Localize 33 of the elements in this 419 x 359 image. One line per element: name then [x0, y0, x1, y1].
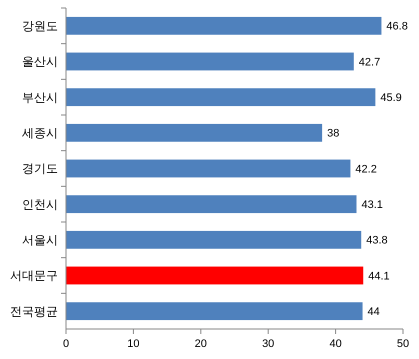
bar: [66, 302, 363, 320]
y-tick-label: 부산시: [22, 90, 58, 104]
bar: [66, 16, 382, 35]
y-tick-label: 세종시: [22, 126, 58, 140]
bar: [66, 195, 356, 214]
y-tick-label: 경기도: [22, 162, 58, 176]
data-label: 43.8: [366, 234, 388, 247]
x-tick-label: 40: [329, 338, 342, 350]
y-tick-label: 서울시: [22, 233, 58, 248]
y-tick-label: 강원도: [22, 19, 58, 34]
bar: [66, 230, 362, 249]
bar: [66, 160, 350, 178]
data-label: 45.9: [380, 92, 402, 104]
bar: [66, 266, 364, 284]
x-tick-label: 30: [262, 338, 274, 350]
x-tick-label: 50: [396, 338, 410, 350]
y-tick-label: 인천시: [22, 197, 58, 212]
y-tick-label: 울산시: [22, 54, 58, 69]
data-label: 46.8: [386, 20, 408, 33]
y-tick-label: 서대문구: [10, 268, 58, 283]
bar: [66, 52, 354, 70]
x-tick-label: 10: [127, 338, 140, 350]
data-label: 44: [368, 306, 380, 318]
data-label: 38: [327, 128, 340, 140]
y-tick-label: 전국평균: [10, 304, 58, 318]
data-label: 42.7: [358, 56, 380, 68]
x-tick-label: 20: [194, 338, 207, 350]
x-tick-label: 0: [62, 338, 70, 350]
bar: [66, 88, 376, 106]
bar: [66, 124, 322, 142]
data-label: 44.1: [368, 270, 390, 282]
data-label: 42.2: [355, 163, 377, 176]
data-label: 43.1: [361, 199, 383, 212]
